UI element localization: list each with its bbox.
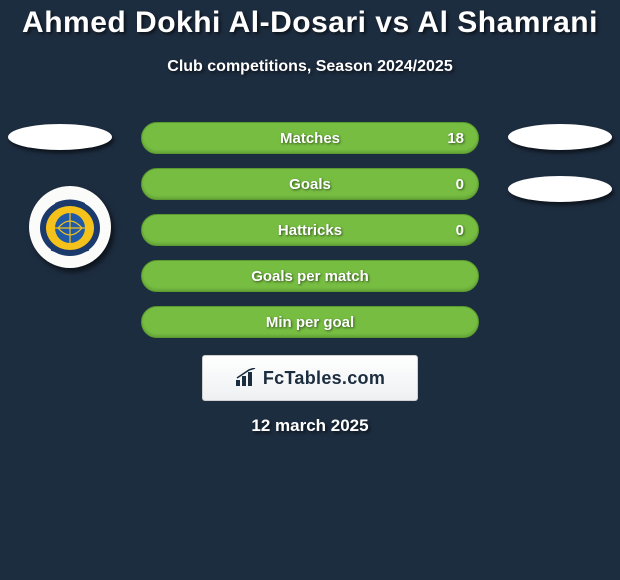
stat-rows: Matches 18 Goals 0 Hattricks 0 Goals per…: [141, 122, 479, 352]
stat-row-goals-per-match: Goals per match: [141, 260, 479, 292]
player-right-placeholder-2: [508, 176, 612, 202]
club-badge: [29, 186, 111, 268]
stat-label: Goals: [289, 176, 331, 193]
stat-row-goals: Goals 0: [141, 168, 479, 200]
stat-right-value: 18: [447, 123, 464, 155]
brand-box[interactable]: FcTables.com: [202, 355, 418, 401]
bar-chart-icon: [235, 368, 259, 388]
stats-card: Ahmed Dokhi Al-Dosari vs Al Shamrani Clu…: [0, 0, 620, 580]
stat-label: Min per goal: [266, 314, 354, 331]
stat-row-matches: Matches 18: [141, 122, 479, 154]
stat-right-value: 0: [456, 169, 464, 201]
stat-row-min-per-goal: Min per goal: [141, 306, 479, 338]
brand: FcTables.com: [235, 368, 385, 389]
page-subtitle: Club competitions, Season 2024/2025: [0, 58, 620, 76]
brand-text: FcTables.com: [263, 368, 385, 389]
club-logo-icon: [37, 194, 103, 260]
stat-label: Goals per match: [251, 268, 369, 285]
date-label: 12 march 2025: [0, 416, 620, 436]
player-right-placeholder-1: [508, 124, 612, 150]
player-left-placeholder: [8, 124, 112, 150]
stat-label: Matches: [280, 130, 340, 147]
stat-label: Hattricks: [278, 222, 342, 239]
stat-row-hattricks: Hattricks 0: [141, 214, 479, 246]
page-title: Ahmed Dokhi Al-Dosari vs Al Shamrani: [0, 6, 620, 40]
stat-right-value: 0: [456, 215, 464, 247]
